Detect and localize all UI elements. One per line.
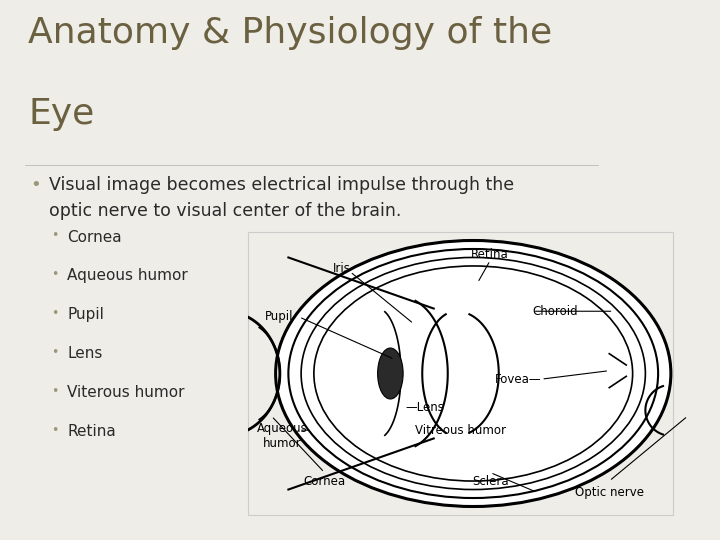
Text: Retina: Retina [67,424,116,439]
Text: •: • [51,230,58,242]
Text: •: • [51,268,58,281]
Text: Anatomy & Physiology of the: Anatomy & Physiology of the [28,16,552,50]
Text: Choroid: Choroid [533,305,578,318]
Text: optic nerve to visual center of the brain.: optic nerve to visual center of the brai… [48,202,401,220]
Text: Cornea: Cornea [303,475,346,488]
Text: •: • [51,346,58,359]
Text: •: • [51,385,58,398]
Text: Pupil: Pupil [265,310,294,323]
Text: Lens: Lens [67,346,103,361]
Text: Eye: Eye [28,97,94,131]
Text: Retina: Retina [472,248,509,261]
Text: Aqueous humor: Aqueous humor [67,268,188,284]
Text: Fovea—: Fovea— [495,373,541,386]
Text: •: • [51,307,58,320]
Text: Sclera: Sclera [472,475,508,488]
Text: Cornea: Cornea [67,230,122,245]
Text: Viterous humor: Viterous humor [67,385,185,400]
Text: Vitreous humor: Vitreous humor [415,423,506,437]
Text: —Lens: —Lens [405,401,444,414]
Text: Pupil: Pupil [67,307,104,322]
Ellipse shape [276,240,671,507]
Text: Iris: Iris [333,262,351,275]
Text: Optic nerve: Optic nerve [575,486,644,499]
Text: Visual image becomes electrical impulse through the: Visual image becomes electrical impulse … [48,176,513,193]
Ellipse shape [377,348,403,399]
Text: •: • [30,176,40,193]
Text: •: • [51,424,58,437]
Text: Aqueous
humor: Aqueous humor [256,422,307,450]
